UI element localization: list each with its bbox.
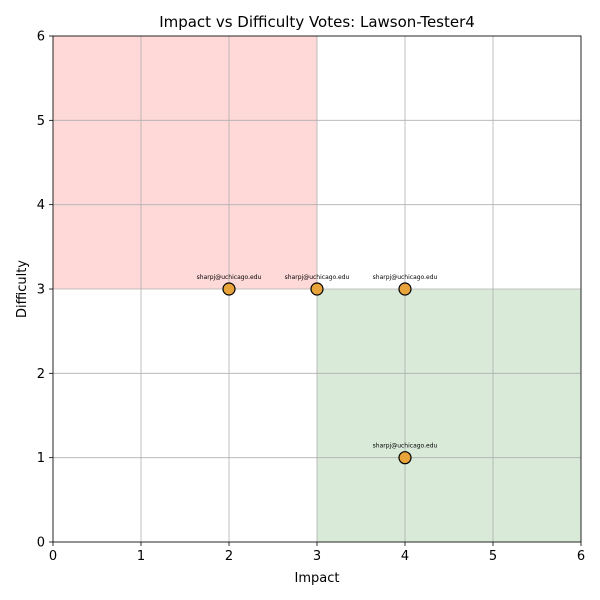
y-axis-label: Difficulty xyxy=(15,260,30,318)
y-axis-ticks: 0 1 2 3 4 5 6 xyxy=(37,30,53,551)
chart-title: Impact vs Difficulty Votes: Lawson-Teste… xyxy=(159,13,475,31)
region-low-difficulty-high-impact xyxy=(317,289,581,542)
y-tick-label: 3 xyxy=(37,283,45,298)
x-tick-label: 2 xyxy=(225,549,233,564)
y-tick-label: 1 xyxy=(37,451,45,466)
data-point xyxy=(398,282,412,296)
y-tick-label: 5 xyxy=(37,114,45,129)
data-point xyxy=(222,282,236,296)
data-point xyxy=(310,282,324,296)
x-tick-label: 4 xyxy=(401,549,409,564)
y-tick-label: 6 xyxy=(37,30,45,45)
data-points: sharpj@uchicago.edu sharpj@uchicago.edu sh… xyxy=(197,274,438,465)
x-tick-label: 6 xyxy=(577,549,585,564)
data-point xyxy=(398,451,412,465)
x-axis-label: Impact xyxy=(295,571,340,586)
x-tick-label: 1 xyxy=(137,549,145,564)
point-label: sharpj@uchicago.edu xyxy=(197,274,262,281)
quadrant-regions xyxy=(53,36,581,542)
point-label: sharpj@uchicago.edu xyxy=(373,274,438,281)
x-axis-ticks: 0 1 2 3 4 5 6 xyxy=(49,542,585,564)
point-label: sharpj@uchicago.edu xyxy=(373,443,438,450)
y-tick-label: 2 xyxy=(37,367,45,382)
region-high-difficulty-low-impact xyxy=(53,36,317,289)
x-tick-label: 3 xyxy=(313,549,321,564)
y-tick-label: 4 xyxy=(37,198,45,213)
x-tick-label: 5 xyxy=(489,549,497,564)
point-label: sharpj@uchicago.edu xyxy=(285,274,350,281)
x-tick-label: 0 xyxy=(49,549,57,564)
y-tick-label: 0 xyxy=(37,536,45,551)
